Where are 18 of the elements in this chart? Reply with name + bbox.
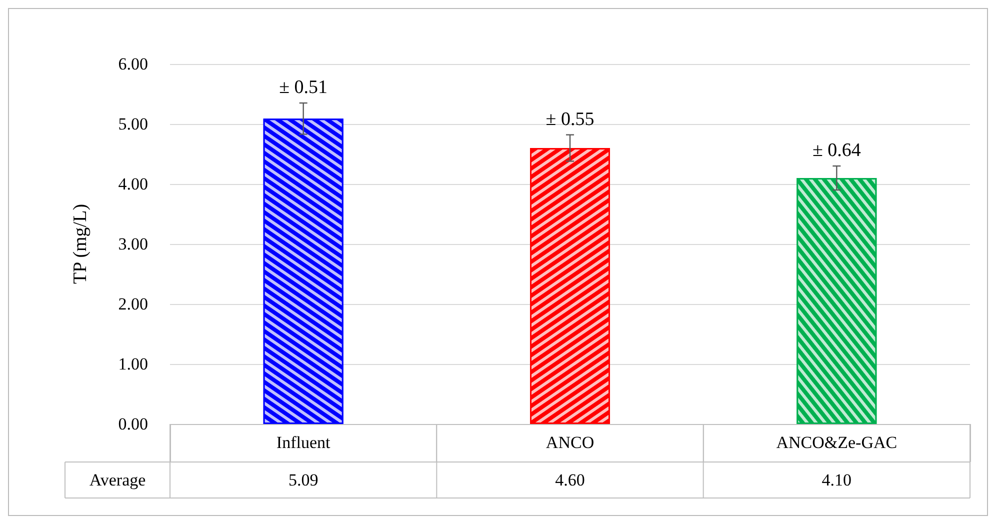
y-axis-title: TP (mg/L) [70, 204, 91, 284]
y-tick-label: 1.00 [118, 354, 148, 374]
data-label: 4.10 [822, 470, 852, 490]
y-tick-label: 0.00 [118, 414, 148, 434]
x-tick-label: Influent [276, 433, 331, 452]
data-label: 4.60 [555, 470, 585, 490]
y-tick-label: 5.00 [118, 114, 148, 134]
annotation: ± 0.55 [546, 108, 594, 130]
text: Average [89, 470, 146, 490]
y-tick-label: 6.00 [118, 54, 148, 74]
y-tick-label: 3.00 [118, 234, 148, 254]
y-tick-label: 2.00 [118, 294, 148, 314]
x-tick-label: ANCO&Ze-GAC [776, 433, 898, 452]
data-label: 5.09 [288, 470, 318, 490]
x-tick-label: ANCO [546, 433, 594, 452]
y-tick-label: 4.00 [118, 174, 148, 194]
annotation: ± 0.51 [279, 77, 328, 98]
annotation: ± 0.64 [812, 140, 862, 161]
